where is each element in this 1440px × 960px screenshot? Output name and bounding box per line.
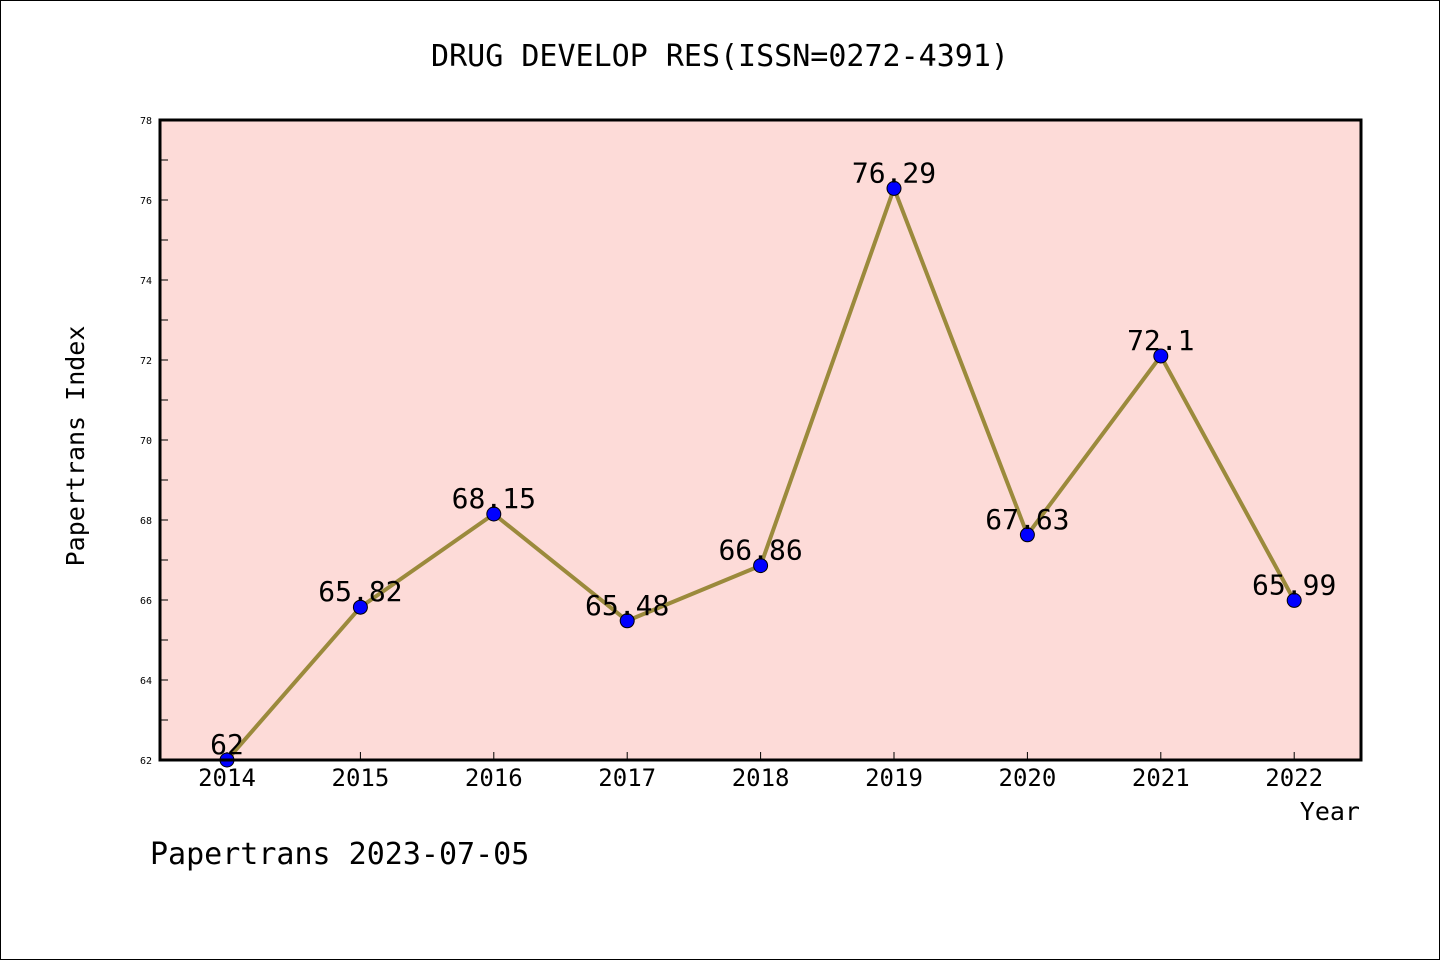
x-tick-label-4: 2018 bbox=[732, 764, 790, 792]
y-tick-label-6: 74 bbox=[140, 276, 152, 287]
data-point-4 bbox=[753, 558, 769, 574]
footer-text: Papertrans 2023-07-05 bbox=[150, 837, 529, 872]
data-label-4: 66.86 bbox=[718, 534, 802, 567]
x-tick-label-1: 2015 bbox=[332, 764, 390, 792]
x-tick-label-3: 2017 bbox=[598, 764, 656, 792]
data-label-7: 72.1 bbox=[1127, 324, 1194, 357]
y-axis-label: Papertrans Index bbox=[61, 326, 90, 567]
data-label-1: 65.82 bbox=[318, 575, 402, 608]
data-markers bbox=[219, 180, 1302, 768]
y-tick-label-2: 66 bbox=[140, 596, 152, 607]
y-tick-label-1: 64 bbox=[140, 676, 152, 687]
data-point-2 bbox=[486, 506, 502, 522]
x-tick-label-6: 2020 bbox=[999, 764, 1057, 792]
data-point-8 bbox=[1286, 592, 1302, 608]
plot-area bbox=[160, 120, 1361, 760]
x-tick-label-5: 2019 bbox=[865, 764, 923, 792]
y-tick-label-0: 62 bbox=[140, 756, 152, 767]
y-tick-label-5: 72 bbox=[140, 356, 152, 367]
y-tick-label-4: 70 bbox=[140, 436, 152, 447]
data-point-3 bbox=[619, 613, 635, 629]
data-labels: 62 65.82 68.15 65.48 66.86 76.29 67.63 72.1 65.9… bbox=[210, 156, 1336, 761]
data-label-8: 65.99 bbox=[1252, 568, 1336, 601]
data-point-1 bbox=[352, 599, 368, 615]
x-tick-label-7: 2021 bbox=[1132, 764, 1190, 792]
data-point-6 bbox=[1019, 527, 1035, 543]
data-point-5 bbox=[886, 180, 902, 196]
x-tick-label-8: 2022 bbox=[1265, 764, 1323, 792]
x-tick-label-2: 2016 bbox=[465, 764, 523, 792]
data-label-0: 62 bbox=[210, 728, 244, 761]
x-tick-label-0: 2014 bbox=[198, 764, 256, 792]
y-tick-label-3: 68 bbox=[140, 516, 152, 527]
y-tick-label-8: 78 bbox=[140, 116, 152, 127]
x-axis-label: Year bbox=[1300, 797, 1360, 826]
data-label-3: 65.48 bbox=[585, 589, 669, 622]
data-point-7 bbox=[1153, 348, 1169, 364]
data-label-6: 67.63 bbox=[985, 503, 1069, 536]
chart-title: DRUG DEVELOP RES(ISSN=0272-4391) bbox=[431, 39, 1009, 74]
y-tick-label-7: 76 bbox=[140, 196, 152, 207]
data-label-2: 68.15 bbox=[452, 482, 536, 515]
x-axis: 2014 2015 2016 2017 2018 2019 2020 2021 2022 bbox=[198, 752, 1323, 792]
data-label-5: 76.29 bbox=[852, 156, 936, 189]
plot-frame bbox=[158, 118, 1363, 762]
